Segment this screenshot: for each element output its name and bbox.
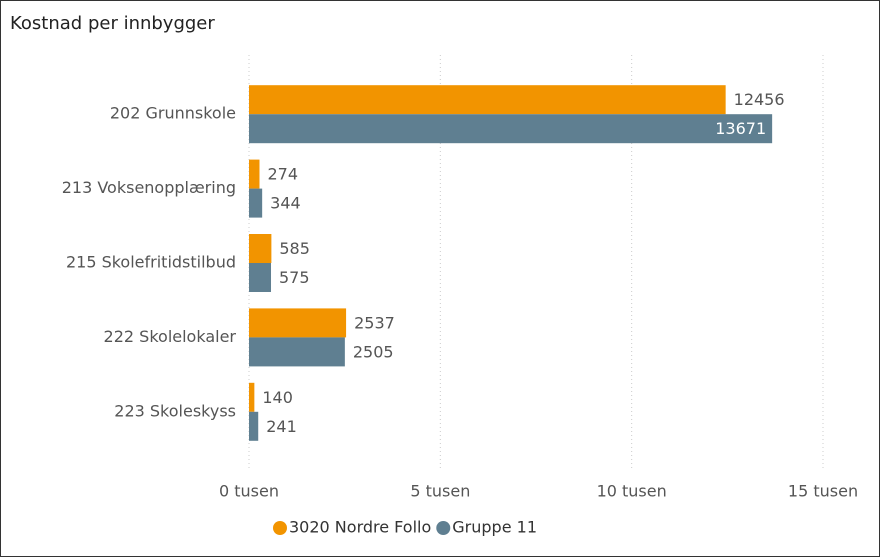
bar	[249, 263, 272, 292]
data-label: 344	[270, 194, 301, 213]
legend-marker	[436, 521, 451, 535]
y-tick-label: 215 Skolefritidstilbud	[66, 253, 236, 272]
data-label: 575	[279, 268, 310, 287]
y-tick-label: 222 Skolelokaler	[104, 327, 237, 346]
x-tick-label: 10 tusen	[597, 482, 667, 501]
data-label: 274	[267, 165, 298, 184]
bar	[249, 188, 263, 218]
bar	[249, 382, 255, 412]
bar	[249, 411, 259, 441]
x-tick-label: 0 tusen	[219, 482, 279, 501]
data-label: 2537	[354, 313, 395, 332]
y-tick-label: 202 Grunnskole	[110, 104, 236, 123]
legend-label: Gruppe 11	[452, 518, 537, 537]
y-tick-label: 223 Skoleskyss	[114, 401, 236, 420]
legend-marker	[273, 521, 287, 535]
y-tick-label: 213 Voksenopplæring	[62, 178, 236, 197]
x-tick-label: 15 tusen	[788, 482, 858, 501]
bar	[249, 114, 773, 144]
bar	[249, 308, 347, 338]
data-label: 585	[279, 239, 310, 258]
data-label: 12456	[734, 90, 785, 109]
bar	[249, 337, 345, 367]
data-label: 2505	[353, 342, 394, 361]
x-tick-label: 5 tusen	[410, 482, 470, 501]
data-label: 241	[266, 417, 297, 436]
bar	[249, 234, 272, 263]
bar	[249, 159, 260, 189]
data-label: 140	[262, 388, 293, 407]
data-label: 13671	[715, 119, 766, 138]
legend-label: 3020 Nordre Follo	[289, 518, 431, 537]
chart-title: Kostnad per innbygger	[10, 13, 215, 34]
bar	[249, 85, 726, 115]
